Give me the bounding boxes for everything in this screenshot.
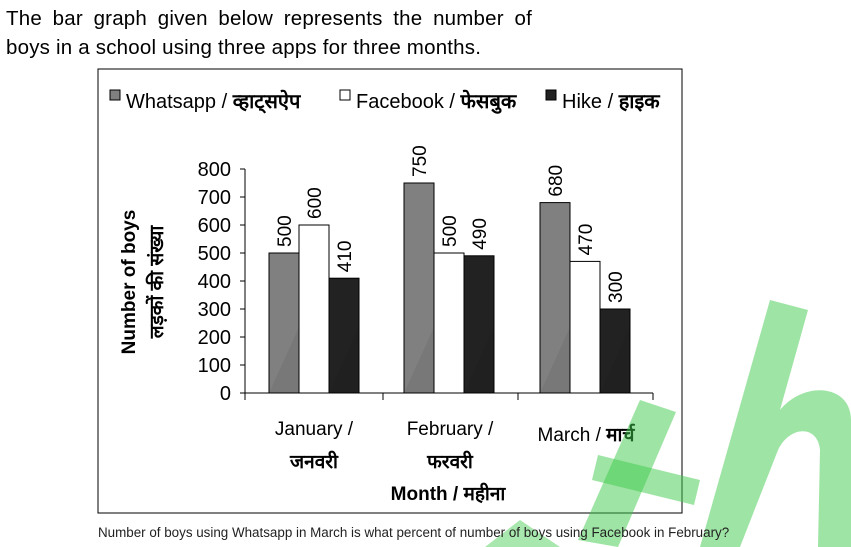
axis-titles: Number of boys लड़कों की संख्या Month / मह… bbox=[119, 210, 506, 505]
legend-swatch bbox=[545, 89, 557, 101]
bar-data-label: 300 bbox=[606, 271, 627, 303]
y-tick-label: 600 bbox=[198, 215, 231, 237]
y-tick-label: 0 bbox=[220, 383, 231, 405]
bar-data-label: 680 bbox=[546, 165, 567, 197]
bar-shading bbox=[269, 327, 299, 393]
watermark-stroke bbox=[700, 300, 851, 547]
legend: Whatsapp / व्हाट्सऐप Facebook / फेसबुक Hik… bbox=[109, 89, 661, 114]
bar bbox=[539, 202, 571, 394]
y-tick-label: 300 bbox=[198, 299, 231, 321]
watermark-stroke bbox=[592, 455, 700, 505]
y-tick-label: 100 bbox=[198, 355, 231, 377]
legend-swatch bbox=[339, 89, 351, 101]
bar-shading bbox=[600, 327, 630, 393]
bar-data-label: 500 bbox=[440, 215, 461, 247]
bar-data-label: 600 bbox=[305, 187, 326, 219]
y-tick-label: 700 bbox=[198, 187, 231, 209]
y-tick-label: 200 bbox=[198, 327, 231, 349]
y-axis: 0 100 200 300 400 500 600 700 800 bbox=[198, 159, 246, 405]
bar-shading bbox=[540, 327, 570, 393]
legend-label: Hike / हाइक bbox=[562, 91, 661, 113]
x-category-label: March / मार्च bbox=[538, 423, 636, 446]
bars: 500 750 680 600 500 470 410 490 300 bbox=[268, 145, 631, 394]
bar-shading bbox=[404, 327, 434, 393]
bar bbox=[298, 224, 330, 394]
y-tick-label: 400 bbox=[198, 271, 231, 293]
bar bbox=[463, 255, 495, 394]
bar-data-label: 500 bbox=[275, 215, 296, 247]
question-text: Number of boys using Whatsapp in March i… bbox=[98, 525, 730, 540]
intro-text: The bar graph given below represents the… bbox=[6, 7, 532, 59]
bar-data-label: 410 bbox=[335, 240, 356, 272]
legend-label: Facebook / फेसबुक bbox=[356, 89, 518, 114]
x-axis-title: Month / महीना bbox=[391, 482, 507, 505]
bar bbox=[599, 308, 631, 394]
bar-data-label: 490 bbox=[470, 218, 491, 250]
watermark bbox=[485, 300, 851, 547]
bar bbox=[328, 277, 360, 394]
bar-shading bbox=[329, 327, 359, 393]
x-category-label: February / bbox=[407, 419, 494, 440]
x-category-label-hindi: फरवरी bbox=[426, 450, 474, 473]
x-category-label: January / bbox=[275, 419, 354, 440]
legend-label: Whatsapp / व्हाट्सऐप bbox=[126, 89, 302, 114]
bar-data-label: 750 bbox=[410, 145, 431, 177]
x-category-label-hindi: जनवरी bbox=[289, 450, 339, 473]
bar bbox=[433, 252, 465, 394]
bar bbox=[569, 260, 601, 394]
y-tick-label: 800 bbox=[198, 159, 231, 181]
chart-frame bbox=[97, 68, 683, 514]
y-tick-label: 500 bbox=[198, 243, 231, 265]
y-axis-title-hindi: लड़कों की संख्या bbox=[145, 225, 168, 340]
legend-swatch bbox=[109, 89, 121, 101]
watermark-stroke bbox=[485, 520, 560, 547]
bar-data-label: 470 bbox=[576, 224, 597, 256]
y-axis-title: Number of boys bbox=[119, 210, 140, 355]
x-axis: January / जनवरी February / फरवरी March / मार… bbox=[244, 392, 654, 473]
bar-shading bbox=[464, 327, 494, 393]
